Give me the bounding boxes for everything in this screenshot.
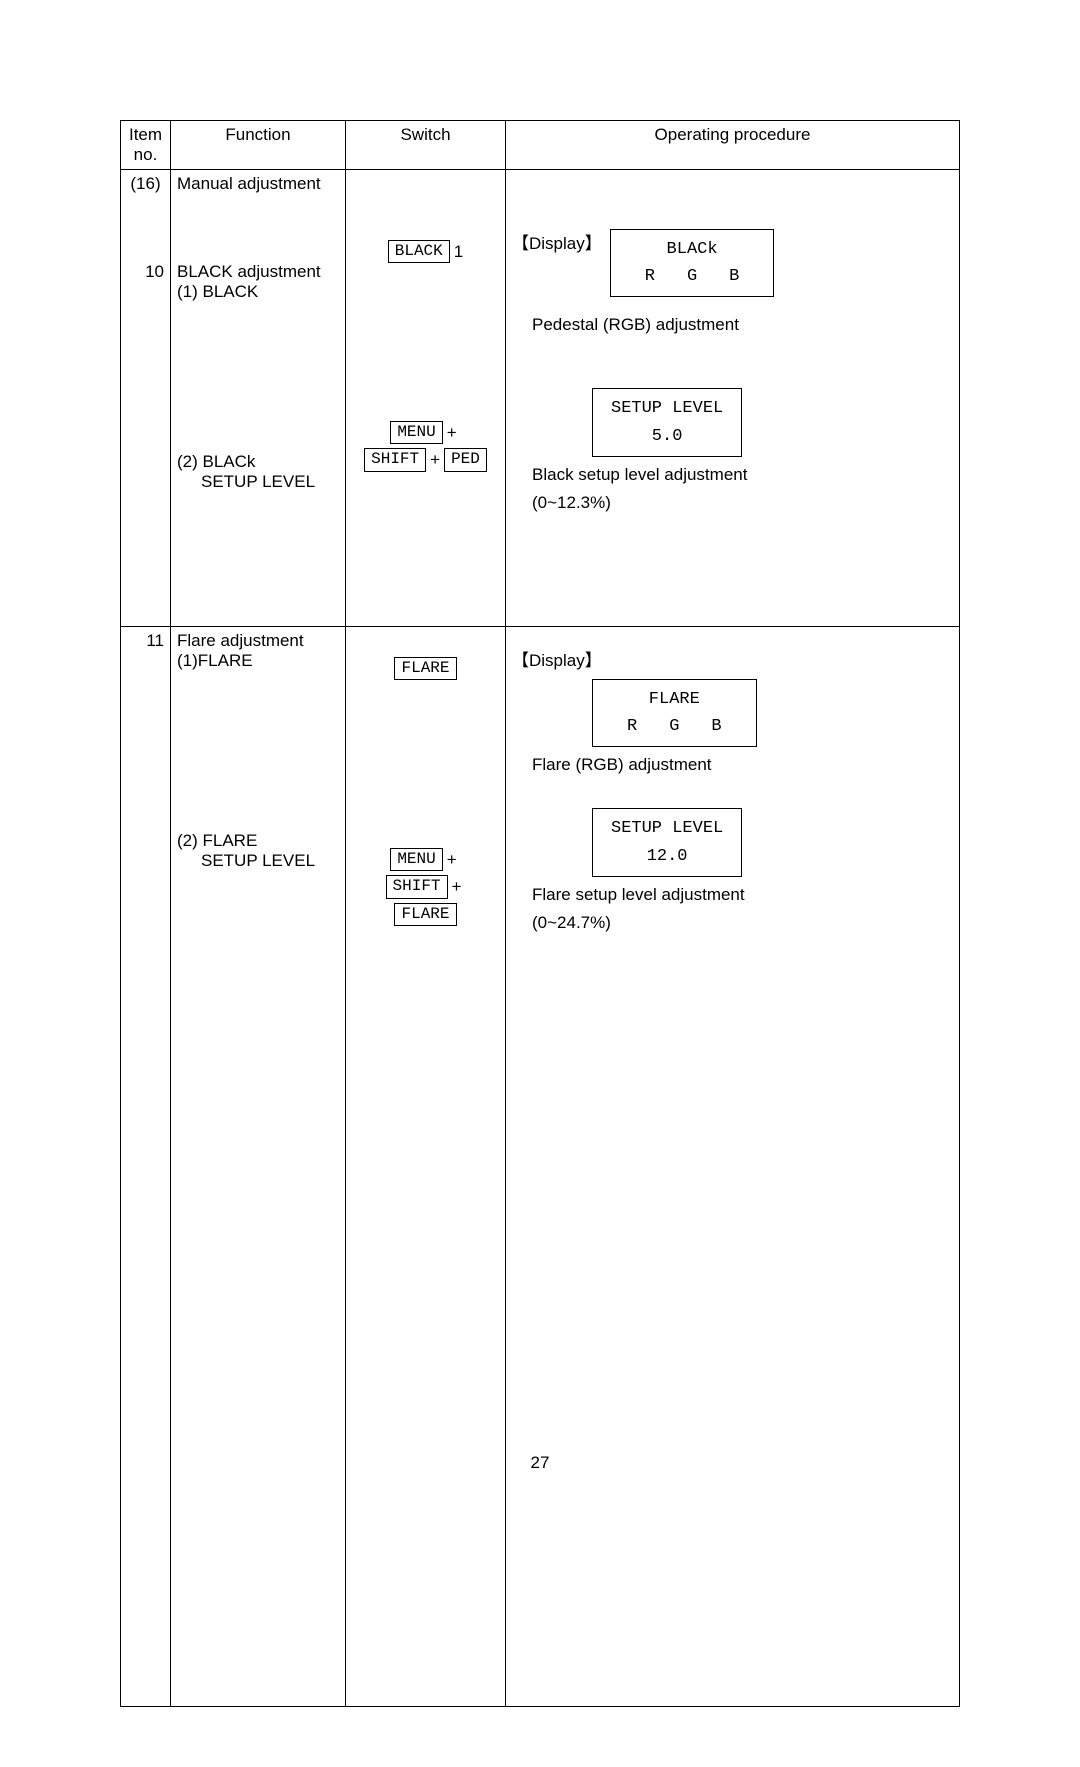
display-label: 【Display】 [512, 229, 602, 254]
disp-g: G [669, 717, 679, 736]
itemno-cell: (16) [121, 170, 171, 199]
disp-r: R [627, 717, 637, 736]
function-cell [171, 198, 346, 258]
key-black: BLACK [388, 240, 450, 263]
table-row: 11 Flare adjustment (1)FLARE (2) FLARE S… [121, 627, 960, 1707]
key-ped: PED [444, 448, 487, 471]
plus-sign: + [452, 877, 462, 897]
disp-setup-l1: SETUP LEVEL [611, 395, 723, 422]
plus-sign: + [447, 850, 457, 870]
switch-cell: FLARE MENU+ SHIFT+ FLARE [346, 627, 506, 1707]
header-switch: Switch [346, 121, 506, 170]
key-num1: 1 [454, 242, 463, 261]
display-box-setup2: SETUP LEVEL 12.0 [592, 808, 742, 876]
page-number: 27 [0, 1453, 1080, 1473]
desc-blacksetup: Black setup level adjustment [532, 465, 953, 485]
switch-flare: FLARE [352, 657, 499, 680]
desc-pedestal: Pedestal (RGB) adjustment [532, 315, 953, 335]
display-box-black: BLACk R G B [610, 229, 775, 297]
func-1-flare: (1)FLARE [177, 651, 339, 671]
disp-rgb: RGB [611, 713, 738, 740]
operating-cell: 【Display】 BLACk R G B Pedestal (RGB) adjus… [506, 170, 960, 627]
switch-shift2: SHIFT+ [352, 875, 499, 898]
display-setup-wrap: SETUP LEVEL 5.0 [512, 388, 953, 456]
func-2-black-b: SETUP LEVEL [177, 472, 339, 492]
desc-flare: Flare (RGB) adjustment [532, 755, 953, 775]
operating-cell: 【Display】 FLARE R G B Flare (RGB) adjustme… [506, 627, 960, 1707]
function-cell: BLACK adjustment (1) BLACK (2) BLACk SET… [171, 258, 346, 627]
table-row: (16) Manual adjustment BLACK1 MENU+ SHIF… [121, 170, 960, 199]
desc-flaresetup: Flare setup level adjustment [532, 885, 953, 905]
func-2-flare-a: (2) FLARE [177, 831, 339, 851]
disp-line1: BLACk [629, 236, 756, 263]
disp-setup-l2: 5.0 [611, 423, 723, 450]
range-flare: (0~24.7%) [532, 913, 953, 933]
display-row: 【Display】 [512, 646, 953, 671]
display-box-flare: FLARE R G B [592, 679, 757, 747]
range-black: (0~12.3%) [532, 493, 953, 513]
display-box-setup: SETUP LEVEL 5.0 [592, 388, 742, 456]
page-container: Item no. Function Switch Operating proce… [0, 0, 1080, 1767]
key-menu: MENU [390, 848, 442, 871]
display-flare-wrap: FLARE R G B [512, 679, 953, 747]
switch-menu: MENU+ [352, 421, 499, 444]
disp-b: B [729, 267, 739, 286]
disp-b: B [711, 717, 721, 736]
func-2-flare-b: SETUP LEVEL [177, 851, 339, 871]
disp-r: R [645, 267, 655, 286]
key-flare: FLARE [394, 657, 456, 680]
key-menu: MENU [390, 421, 442, 444]
disp-flare-l1: FLARE [611, 686, 738, 713]
func-1-black: (1) BLACK [177, 282, 339, 302]
switch-menu2: MENU+ [352, 848, 499, 871]
key-flare: FLARE [394, 903, 456, 926]
subitem-11: 11 [121, 627, 171, 1707]
disp-setup2-l2: 12.0 [611, 843, 723, 870]
func-flare-adj: Flare adjustment [177, 631, 339, 651]
plus-sign: + [447, 423, 457, 443]
display-setup2-wrap: SETUP LEVEL 12.0 [512, 808, 953, 876]
function-cell: Flare adjustment (1)FLARE (2) FLARE SETU… [171, 627, 346, 1707]
switch-black: BLACK1 [352, 240, 499, 263]
switch-shift-ped: SHIFT+PED [352, 448, 499, 471]
key-shift: SHIFT [364, 448, 426, 471]
header-function: Function [171, 121, 346, 170]
display-row: 【Display】 BLACk R G B [512, 229, 953, 297]
switch-cell: BLACK1 MENU+ SHIFT+PED [346, 170, 506, 627]
disp-g: G [687, 267, 697, 286]
func-black-adj: BLACK adjustment [177, 262, 339, 282]
switch-flare2: FLARE [352, 903, 499, 926]
plus-sign: + [430, 450, 440, 470]
table-header-row: Item no. Function Switch Operating proce… [121, 121, 960, 170]
disp-setup2-l1: SETUP LEVEL [611, 815, 723, 842]
display-label: 【Display】 [512, 646, 602, 671]
header-itemno: Item no. [121, 121, 171, 170]
key-shift: SHIFT [386, 875, 448, 898]
disp-rgb: RGB [629, 263, 756, 290]
func-2-black-a: (2) BLACk [177, 452, 339, 472]
subitem-10: 10 [121, 258, 171, 627]
header-procedure: Operating procedure [506, 121, 960, 170]
function-cell: Manual adjustment [171, 170, 346, 199]
